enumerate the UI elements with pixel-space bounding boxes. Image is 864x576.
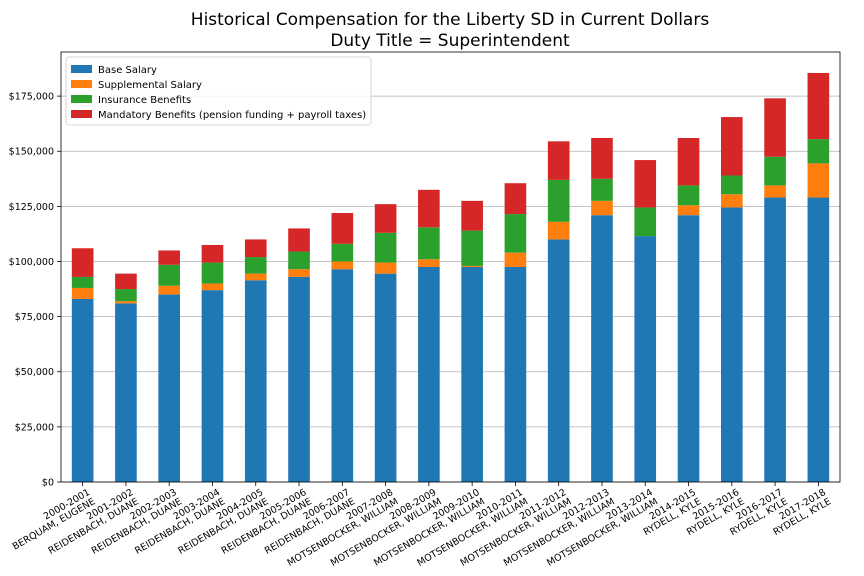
legend-swatch bbox=[71, 65, 92, 73]
bar-segment bbox=[807, 163, 830, 198]
bar-segment bbox=[461, 230, 483, 266]
bar-segment bbox=[244, 273, 267, 281]
bar-segment bbox=[547, 179, 570, 222]
bar-segment bbox=[591, 178, 613, 201]
bar-segment bbox=[677, 138, 700, 186]
bar-segment bbox=[764, 98, 786, 157]
bar-segment bbox=[504, 252, 527, 267]
bar-segment bbox=[158, 294, 181, 482]
bar-segment bbox=[158, 264, 181, 286]
bar-segment bbox=[115, 289, 137, 302]
legend-label: Mandatory Benefits (pension funding + pa… bbox=[98, 110, 366, 121]
bar-segment bbox=[115, 273, 137, 290]
bar-segment bbox=[288, 269, 310, 277]
bar-segment bbox=[547, 221, 570, 240]
bar-segment bbox=[591, 138, 613, 179]
y-tick-label: $75,000 bbox=[15, 312, 54, 323]
bars bbox=[71, 72, 830, 483]
bar-segment bbox=[720, 117, 743, 176]
bar-segment bbox=[288, 228, 310, 252]
bar-segment bbox=[288, 251, 310, 270]
bar-segment bbox=[288, 276, 310, 482]
y-tick-label: $125,000 bbox=[9, 202, 54, 213]
bar-segment bbox=[418, 259, 440, 267]
bar-segment bbox=[461, 265, 483, 267]
bar-segment bbox=[331, 261, 354, 270]
plot-frame bbox=[60, 51, 841, 483]
bar-segment bbox=[764, 197, 786, 483]
bar-segment bbox=[807, 197, 830, 483]
bar-segment bbox=[634, 236, 657, 482]
chart-title: Historical Compensation for the Liberty … bbox=[191, 10, 710, 30]
bar-segment bbox=[201, 262, 224, 284]
bar-segment bbox=[374, 262, 397, 274]
bar-segment bbox=[461, 200, 483, 231]
bar-segment bbox=[115, 301, 137, 304]
bar-segment bbox=[677, 205, 700, 216]
bar-segment bbox=[764, 156, 786, 186]
bar-segment bbox=[331, 212, 354, 244]
bar-segment bbox=[374, 273, 397, 482]
bar-segment bbox=[71, 287, 94, 299]
bar-segment bbox=[418, 227, 440, 260]
bar-segment bbox=[634, 160, 657, 208]
bar-segment bbox=[677, 185, 700, 206]
bar-segment bbox=[504, 267, 527, 482]
bar-segment bbox=[720, 175, 743, 195]
bar-segment bbox=[201, 283, 224, 291]
bar-segment bbox=[244, 239, 267, 258]
bar-segment bbox=[461, 267, 483, 482]
legend-swatch bbox=[71, 110, 92, 118]
bar-segment bbox=[331, 269, 354, 482]
y-tick-label: $100,000 bbox=[9, 257, 54, 268]
bar-segment bbox=[244, 257, 267, 274]
bar-segment bbox=[807, 139, 830, 164]
gridlines bbox=[61, 95, 840, 483]
bar-segment bbox=[591, 200, 613, 216]
bar-segment bbox=[418, 189, 440, 228]
bar-segment bbox=[418, 267, 440, 482]
bar-segment bbox=[244, 280, 267, 482]
legend-box bbox=[65, 56, 372, 126]
bar-segment bbox=[158, 285, 181, 295]
legend-swatch bbox=[71, 80, 92, 88]
y-tick-label: $0 bbox=[42, 478, 54, 489]
bar-segment bbox=[201, 244, 224, 263]
bar-segment bbox=[764, 185, 786, 198]
legend: Base Salary Supplemental Salary Insurance … bbox=[65, 56, 372, 126]
legend-label: Base Salary bbox=[98, 65, 157, 76]
bar-segment bbox=[547, 239, 570, 482]
legend-label: Insurance Benefits bbox=[98, 95, 191, 106]
bar-segment bbox=[504, 214, 527, 253]
y-tick-label: $50,000 bbox=[15, 367, 54, 378]
bar-segment bbox=[807, 72, 830, 140]
legend-label: Supplemental Salary bbox=[98, 80, 202, 91]
bar-segment bbox=[331, 243, 354, 262]
bar-segment bbox=[591, 215, 613, 482]
bar-segment bbox=[547, 141, 570, 180]
bar-segment bbox=[504, 183, 527, 215]
bar-segment bbox=[720, 194, 743, 208]
bar-segment bbox=[374, 204, 397, 233]
bar-segment bbox=[677, 215, 700, 482]
bar-segment bbox=[71, 276, 94, 288]
bar-segment bbox=[201, 290, 224, 482]
bar-segment bbox=[720, 207, 743, 482]
y-tick-label: $25,000 bbox=[15, 422, 54, 433]
bar-segment bbox=[71, 298, 94, 482]
bar-segment bbox=[71, 248, 94, 277]
legend-swatch bbox=[71, 95, 92, 103]
x-tick-label: 2000-2001BERQUAM, EUGENE bbox=[5, 487, 97, 552]
bar-segment bbox=[634, 207, 657, 237]
bar-segment bbox=[158, 250, 181, 265]
bar-segment bbox=[115, 303, 137, 482]
chart-subtitle: Duty Title = Superintendent bbox=[330, 31, 570, 51]
y-tick-label: $175,000 bbox=[9, 92, 54, 103]
y-tick-label: $150,000 bbox=[9, 147, 54, 158]
bar-segment bbox=[374, 232, 397, 263]
